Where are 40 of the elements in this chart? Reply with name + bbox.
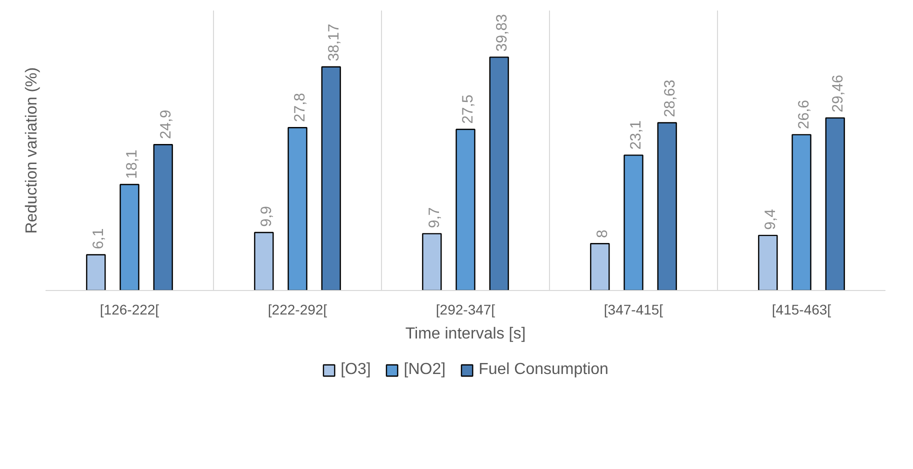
bar xyxy=(254,232,274,290)
bar xyxy=(825,117,845,290)
data-label: 9,9 xyxy=(258,206,276,227)
x-tick-label: [347-415[ xyxy=(604,302,664,318)
legend-label: [NO2] xyxy=(404,361,446,379)
x-tick-label: [126-222[ xyxy=(100,302,160,318)
data-label: 24,9 xyxy=(157,110,174,140)
y-axis-title: Reduction variation (%) xyxy=(24,67,40,234)
legend-label: [O3] xyxy=(340,361,371,379)
bar xyxy=(590,243,610,290)
bar xyxy=(153,144,173,290)
bar xyxy=(321,66,341,290)
bar xyxy=(422,233,442,290)
data-label: 29,46 xyxy=(829,74,846,112)
data-label: 23,1 xyxy=(628,120,645,150)
data-label: 18,1 xyxy=(124,150,141,179)
data-label: 6,1 xyxy=(90,228,108,250)
data-label: 38,17 xyxy=(325,24,342,62)
bar xyxy=(120,184,140,290)
x-axis-title: Time intervals [s] xyxy=(405,326,526,342)
data-label: 39,83 xyxy=(493,14,510,52)
data-label: 9,4 xyxy=(762,208,780,230)
x-tick-label: [222-292[ xyxy=(268,302,328,318)
data-label: 27,8 xyxy=(292,92,309,122)
bar xyxy=(489,56,509,290)
data-label: 8 xyxy=(594,230,612,238)
x-tick-label: [292-347[ xyxy=(436,302,496,318)
legend-label: Fuel Consumption xyxy=(478,361,608,379)
bar xyxy=(456,128,476,290)
data-label: 28,63 xyxy=(661,80,678,118)
data-label: 27,5 xyxy=(460,94,477,124)
bar xyxy=(624,154,644,290)
bar xyxy=(288,127,308,290)
bar xyxy=(758,234,778,290)
bar xyxy=(792,134,812,290)
data-label: 9,7 xyxy=(426,207,444,228)
bar xyxy=(86,254,106,290)
bar xyxy=(657,122,677,290)
x-tick-label: [415-463[ xyxy=(772,302,832,318)
data-label: 26,6 xyxy=(796,100,813,130)
